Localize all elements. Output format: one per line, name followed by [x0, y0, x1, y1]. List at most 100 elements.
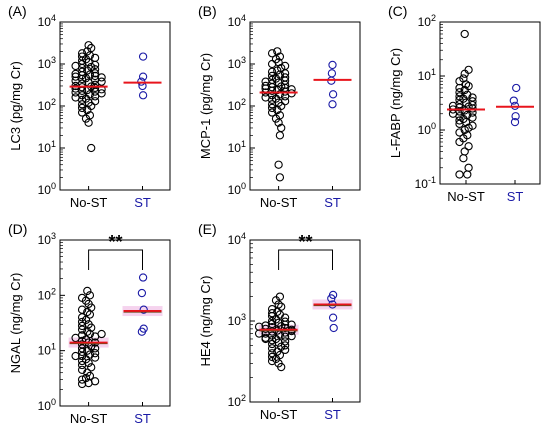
data-point — [277, 302, 286, 311]
y-tick-label: 100 — [418, 121, 436, 137]
data-point — [275, 173, 285, 182]
y-tick-label: 101 — [228, 139, 246, 155]
data-point — [461, 80, 471, 89]
data-point — [267, 59, 277, 69]
data-point — [90, 92, 100, 101]
data-point — [87, 143, 96, 153]
data-point — [271, 74, 281, 83]
panel-E: 102 103 104 No-ST ST HE4 (ng/mg Cr) (E) ** — [198, 221, 361, 422]
data-point — [85, 329, 95, 339]
x-tick-label: ST — [324, 407, 341, 422]
data-point — [280, 345, 290, 355]
y-tick-label: 104 — [228, 231, 246, 247]
y-axis-label: LC3 (pg/mg Cr) — [8, 61, 23, 151]
y-tick-label: 10-1 — [415, 175, 436, 191]
data-point — [280, 341, 290, 350]
data-point — [273, 85, 282, 95]
y-tick-label: 100 — [38, 397, 56, 413]
data-point — [83, 66, 92, 75]
y-tick-label: 102 — [228, 393, 246, 409]
y-tick-label: 103 — [38, 55, 56, 71]
data-point — [271, 114, 281, 123]
data-point — [77, 325, 87, 334]
data-point — [83, 105, 92, 115]
data-point — [287, 320, 296, 329]
data-point — [271, 354, 281, 364]
data-point — [512, 83, 521, 93]
data-point — [138, 273, 148, 282]
x-tick-label: No-ST — [260, 195, 298, 210]
data-point — [274, 160, 283, 169]
data-point — [280, 320, 290, 329]
data-point — [84, 118, 93, 127]
data-point — [81, 94, 91, 103]
panel-label: (C) — [388, 3, 407, 19]
data-point — [81, 373, 91, 383]
plot-frame — [249, 21, 361, 191]
data-point — [273, 66, 282, 75]
data-point — [275, 131, 285, 140]
data-point — [77, 375, 87, 384]
data-point — [328, 100, 337, 109]
data-point — [77, 379, 87, 389]
data-point — [77, 100, 87, 109]
significance-label: ** — [299, 232, 313, 252]
y-tick-label: 104 — [228, 13, 246, 29]
data-point — [71, 333, 80, 343]
data-point — [277, 362, 286, 372]
data-point — [83, 286, 92, 296]
data-point — [90, 353, 100, 362]
plot-frame — [439, 21, 541, 185]
data-point — [81, 74, 91, 83]
data-point — [90, 69, 100, 78]
data-point — [254, 329, 264, 338]
data-point — [328, 313, 338, 322]
data-point — [77, 360, 87, 370]
y-tick-label: 103 — [228, 55, 246, 71]
panel-B: 100 101 102 103 104 No-ST ST MCP-1 (pg/mg Cr) (B… — [198, 3, 361, 210]
data-point — [464, 142, 473, 151]
data-point — [271, 94, 281, 103]
data-point — [329, 323, 338, 333]
data-point — [85, 291, 95, 300]
data-point — [267, 103, 277, 113]
data-point — [138, 91, 148, 100]
data-point — [460, 85, 469, 95]
data-point — [460, 29, 469, 39]
data-point — [328, 90, 338, 99]
data-point — [455, 170, 464, 179]
data-point — [97, 329, 106, 339]
plot-frame — [59, 239, 171, 407]
data-point — [273, 47, 282, 56]
data-point — [460, 147, 469, 156]
significance-bracket — [88, 249, 143, 270]
data-point — [137, 288, 147, 298]
data-point — [77, 321, 87, 331]
data-point — [83, 307, 92, 317]
data-point — [81, 315, 91, 325]
significance-label: ** — [109, 232, 123, 252]
y-tick-label: 102 — [38, 97, 56, 113]
data-point — [90, 344, 100, 353]
y-axis-label: NGAL (ng/mg Cr) — [8, 273, 23, 374]
data-point — [77, 108, 87, 117]
y-tick-label: 101 — [38, 342, 56, 358]
data-point — [327, 69, 337, 78]
data-point — [261, 334, 270, 344]
data-point — [90, 60, 100, 70]
data-point — [85, 310, 95, 319]
data-point — [267, 108, 277, 117]
data-point — [77, 103, 87, 113]
data-point — [84, 378, 93, 388]
data-point — [511, 112, 520, 121]
y-axis-label: L-FABP (ng/mg Cr) — [388, 48, 403, 158]
y-tick-label: 101 — [418, 67, 436, 83]
panel-label: (D) — [8, 221, 27, 237]
x-tick-label: ST — [134, 411, 151, 426]
data-point — [267, 352, 277, 362]
data-point — [84, 41, 93, 50]
data-point — [455, 128, 464, 137]
x-tick-label: No-ST — [70, 411, 108, 426]
data-point — [77, 347, 87, 357]
